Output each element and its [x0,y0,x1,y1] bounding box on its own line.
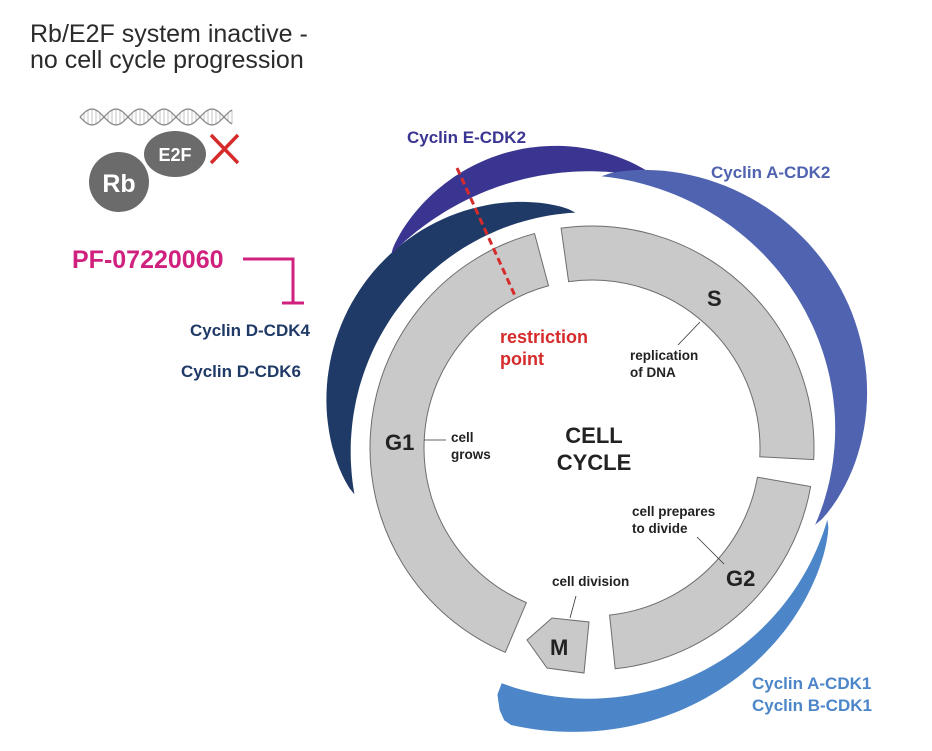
m-label: M [550,635,568,660]
cross-icon [209,133,240,165]
cyclin-a-cdk2-label: Cyclin A-CDK2 [711,163,830,182]
dna-helix-icon [79,108,233,126]
cyclin-a-cdk2-arc [601,169,868,525]
restriction-point-line [455,167,518,299]
g1-label: G1 [385,430,414,455]
cyclin-d-cdk4-label: Cyclin D-CDK4 [190,321,311,340]
title-line-1: Rb/E2F system inactive - [30,20,308,48]
g1-note-2: grows [451,447,491,462]
s-note-1: replication [630,348,698,363]
cyclin-cdk1-arc [497,519,829,732]
g2-phase-segment [609,476,812,670]
title-line-2: no cell cycle progression [30,46,304,74]
g2-note-1: cell prepares [632,504,715,519]
e2f-label: E2F [158,145,191,165]
m-leader-line [569,595,577,619]
dna-strand [79,108,233,126]
cyclin-e-arc [391,145,659,255]
restriction-point-label-2: point [500,349,544,369]
g1-phase-segment [369,232,550,654]
g2-leader-line [696,536,725,565]
s-leader-line [677,321,701,346]
cyclin-b-cdk1-label: Cyclin B-CDK1 [752,696,872,715]
g1-note-1: cell [451,430,474,445]
m-phase-segment [526,617,590,674]
e2f-protein: E2F [144,131,206,177]
center-label-1: CELL [565,423,622,448]
cyclin-d-arc [326,201,576,495]
s-phase-segment [560,225,815,461]
cyclin-e-cdk2-label: Cyclin E-CDK2 [407,128,526,147]
rb-label: Rb [102,170,135,198]
rb-protein: Rb [89,152,149,212]
inhibition-arrow-icon [243,257,304,305]
center-label-2: CYCLE [557,450,632,475]
cyclin-a-cdk1-label: Cyclin A-CDK1 [752,674,871,693]
drug-name: PF-07220060 [72,246,224,274]
m-note-1: cell division [552,574,629,589]
cyclin-d-cdk6-label: Cyclin D-CDK6 [181,362,301,381]
restriction-point-label-1: restriction [500,327,588,347]
g2-label: G2 [726,566,755,591]
s-label: S [707,286,722,311]
g2-note-2: to divide [632,521,688,536]
dna-strand [79,108,233,126]
s-note-2: of DNA [630,365,676,380]
